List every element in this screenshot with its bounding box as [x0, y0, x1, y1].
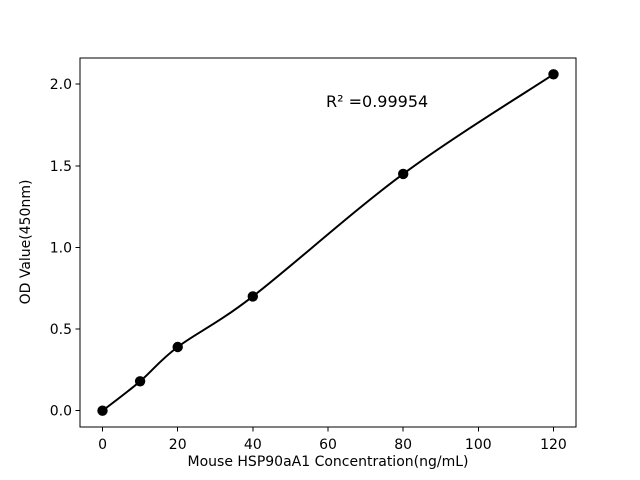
- x-axis-label: Mouse HSP90aA1 Concentration(ng/mL): [188, 454, 469, 470]
- y-axis-label: OD Value(450nm): [18, 180, 34, 305]
- x-tick-label: 0: [98, 437, 107, 453]
- data-points: [97, 69, 559, 416]
- data-point: [134, 376, 146, 387]
- data-point: [398, 168, 409, 180]
- data-point: [247, 291, 258, 302]
- x-tick-label: 100: [465, 437, 492, 453]
- y-tick-label: 1.0: [50, 240, 72, 256]
- data-point: [172, 341, 183, 353]
- x-tick-label: 120: [540, 437, 567, 453]
- y-tick-label: 0.5: [50, 322, 72, 338]
- x-tick-label: 60: [319, 437, 337, 453]
- data-point: [548, 69, 559, 80]
- y-ticks: 0.0 0.5 1.0 1.5 2.0: [50, 77, 80, 420]
- x-tick-label: 80: [394, 437, 412, 453]
- axes-frame: [79, 57, 577, 428]
- y-tick-label: 0.0: [50, 404, 72, 420]
- data-point: [97, 405, 108, 416]
- y-tick-label: 2.0: [50, 77, 72, 93]
- r-squared-annotation: R² =0.99954: [326, 92, 428, 111]
- x-tick-label: 20: [169, 437, 187, 453]
- y-tick-label: 1.5: [50, 159, 72, 175]
- x-ticks: 0 20 40 60 80 100 120: [98, 427, 567, 453]
- fit-line: [101, 73, 555, 412]
- x-tick-label: 40: [244, 437, 262, 453]
